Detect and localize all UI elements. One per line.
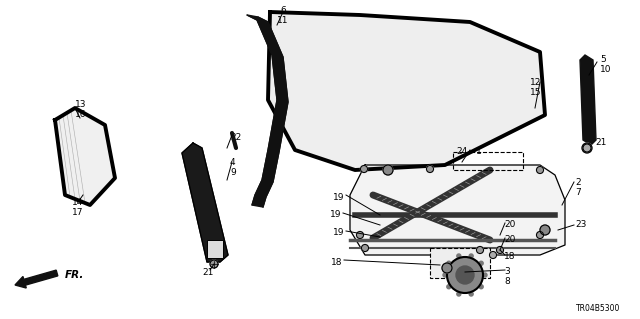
Text: 18: 18 [330,258,342,267]
Circle shape [426,166,433,173]
Bar [207,240,223,258]
Text: 13
16: 13 16 [75,100,86,119]
Circle shape [447,285,451,289]
Circle shape [536,232,543,239]
Circle shape [362,244,369,251]
Circle shape [447,257,483,293]
Circle shape [360,166,367,173]
Circle shape [457,292,461,296]
Text: TR04B5300: TR04B5300 [575,304,620,313]
Circle shape [497,247,504,254]
Circle shape [479,261,483,265]
Circle shape [477,247,483,254]
Circle shape [490,251,497,258]
Circle shape [443,273,447,277]
Text: 19: 19 [333,228,344,237]
Text: 4
9: 4 9 [230,158,236,177]
Circle shape [583,144,591,152]
Polygon shape [55,108,115,205]
Circle shape [457,254,461,258]
Text: 6
11: 6 11 [277,6,289,25]
Circle shape [210,260,218,268]
Text: 23: 23 [575,220,586,229]
Circle shape [469,254,473,258]
Text: 1: 1 [476,147,482,156]
Circle shape [442,263,452,273]
Circle shape [469,292,473,296]
Text: 24: 24 [457,147,468,156]
Bar [430,248,490,278]
Polygon shape [247,15,288,207]
Circle shape [383,165,393,175]
Text: 21: 21 [595,138,606,147]
Circle shape [479,285,483,289]
Bar [453,152,523,170]
Polygon shape [182,143,228,262]
Text: 19: 19 [330,210,341,219]
Text: 12
15: 12 15 [530,78,541,97]
Polygon shape [268,12,545,170]
Polygon shape [350,165,565,255]
Circle shape [582,143,592,153]
Circle shape [483,273,487,277]
Text: 20: 20 [504,220,515,229]
Text: 22: 22 [230,133,241,142]
FancyArrow shape [15,270,58,288]
Text: 3
8: 3 8 [504,267,509,286]
Text: 2
7: 2 7 [575,178,580,197]
Circle shape [536,167,543,174]
Circle shape [456,266,474,284]
Circle shape [356,232,364,239]
Text: 19: 19 [333,193,344,202]
Circle shape [447,261,451,265]
Text: 21: 21 [202,268,214,277]
Text: 18: 18 [504,252,515,261]
Polygon shape [580,55,596,145]
Text: 14
17: 14 17 [72,198,83,217]
Text: 5
10: 5 10 [600,55,611,74]
Circle shape [540,225,550,235]
Text: 20: 20 [504,235,515,244]
Text: FR.: FR. [65,270,84,280]
